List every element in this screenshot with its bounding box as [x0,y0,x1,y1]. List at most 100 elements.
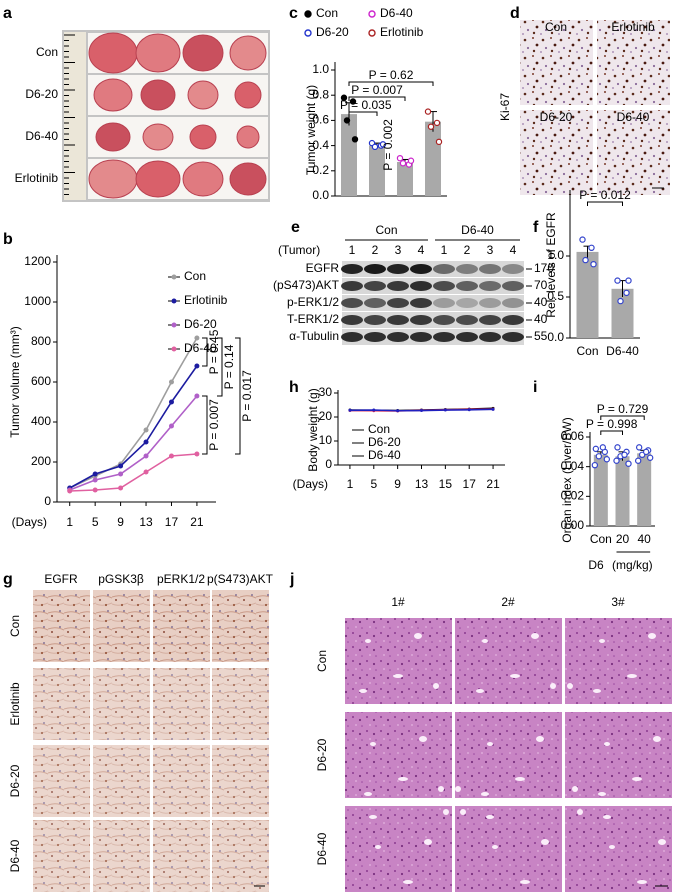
point [143,427,149,433]
x-tick-label: 5 [92,515,99,529]
band [502,298,524,308]
data-point [349,98,357,105]
band [410,332,432,342]
legend-label: D6-20 [184,317,217,331]
band [433,281,455,291]
data-point [617,297,624,305]
legend-label: D6-40 [368,448,401,462]
data-point [343,117,351,124]
data-point [646,454,654,461]
y-tick-label: 30 [319,385,333,399]
y-tick-label: 0.00 [561,518,585,532]
y-tick-label: 1.0 [312,62,329,76]
y-tick-label: 0.8 [312,87,329,101]
legend-marker [368,29,376,37]
vessel [460,809,466,815]
vessel [632,777,642,781]
column-label: 1# [391,595,405,609]
vessel [627,674,637,678]
lane-header: (Tumor) [278,243,320,257]
point [143,453,149,459]
legend-label: Con [368,422,390,436]
vessel [476,689,484,693]
y-axis-label: Rel. levels of EGFR [544,212,558,318]
data-point [595,453,603,460]
data-point [371,143,379,151]
band [341,281,363,291]
ihc-image [597,20,670,105]
bar [611,288,634,338]
data-point [435,138,443,146]
vessel [370,742,376,746]
data-point [379,141,387,148]
vessel [359,689,367,693]
point [168,453,174,459]
protein-label: (pS473)AKT [273,278,340,292]
vessel [510,674,520,678]
vessel [443,809,449,815]
bar [369,145,385,196]
data-point [427,123,435,130]
legend-label: Con [316,6,338,20]
x-axis-label: (Days) [293,477,328,491]
ihc-image [33,590,90,662]
panel-letter: e [291,219,300,236]
x-tick-label: 15 [439,477,453,491]
x-tick-label: 17 [165,515,179,529]
blot-strip [342,295,524,311]
y-tick-label: 0.4 [312,138,329,152]
point [118,485,124,491]
band [502,264,524,274]
column-label: pERK1/2 [157,572,205,586]
band [364,315,386,325]
vessel [403,880,413,884]
vessel [572,786,578,792]
marker-label: 70 [534,278,548,292]
band [410,264,432,274]
point [194,451,200,457]
band [410,315,432,325]
tumor [187,80,219,110]
panel-letter: b [3,231,13,248]
data-point [642,448,650,456]
vessel [481,792,489,796]
band [456,281,478,291]
ihc-image [93,590,150,662]
column-label: EGFR [44,572,78,586]
tumor [140,79,176,111]
he-image [345,712,452,798]
vessel [398,777,408,781]
marker-label: 40 [534,295,548,309]
data-point [351,136,359,143]
tumor [182,34,224,72]
vessel [520,880,530,884]
vessel [648,633,656,639]
tumor [93,78,133,112]
ihc-image [93,745,150,817]
ihc-image [33,668,90,740]
point [348,408,352,412]
vessel [433,683,439,689]
x-tick-label: 9 [117,515,124,529]
y-tick-label: 0.0 [547,330,564,344]
he-image [565,806,672,892]
band [479,264,501,274]
data-point [399,160,407,167]
x-tick-label: 20 [616,532,630,546]
band [433,298,455,308]
y-tick-label: 0 [325,457,332,471]
band [479,315,501,325]
point [92,471,98,477]
band [387,298,409,308]
x-tick-label: Con [590,532,612,546]
ihc-image [153,820,210,892]
point [491,407,495,411]
p-value: P = 0.002 [381,119,395,171]
point [118,471,124,477]
bracket [587,201,623,206]
data-point [635,444,643,451]
panel-letter: h [289,379,299,396]
bracket [348,96,406,101]
y-tick-label: 200 [31,454,51,468]
panel-letter: c [289,5,298,22]
